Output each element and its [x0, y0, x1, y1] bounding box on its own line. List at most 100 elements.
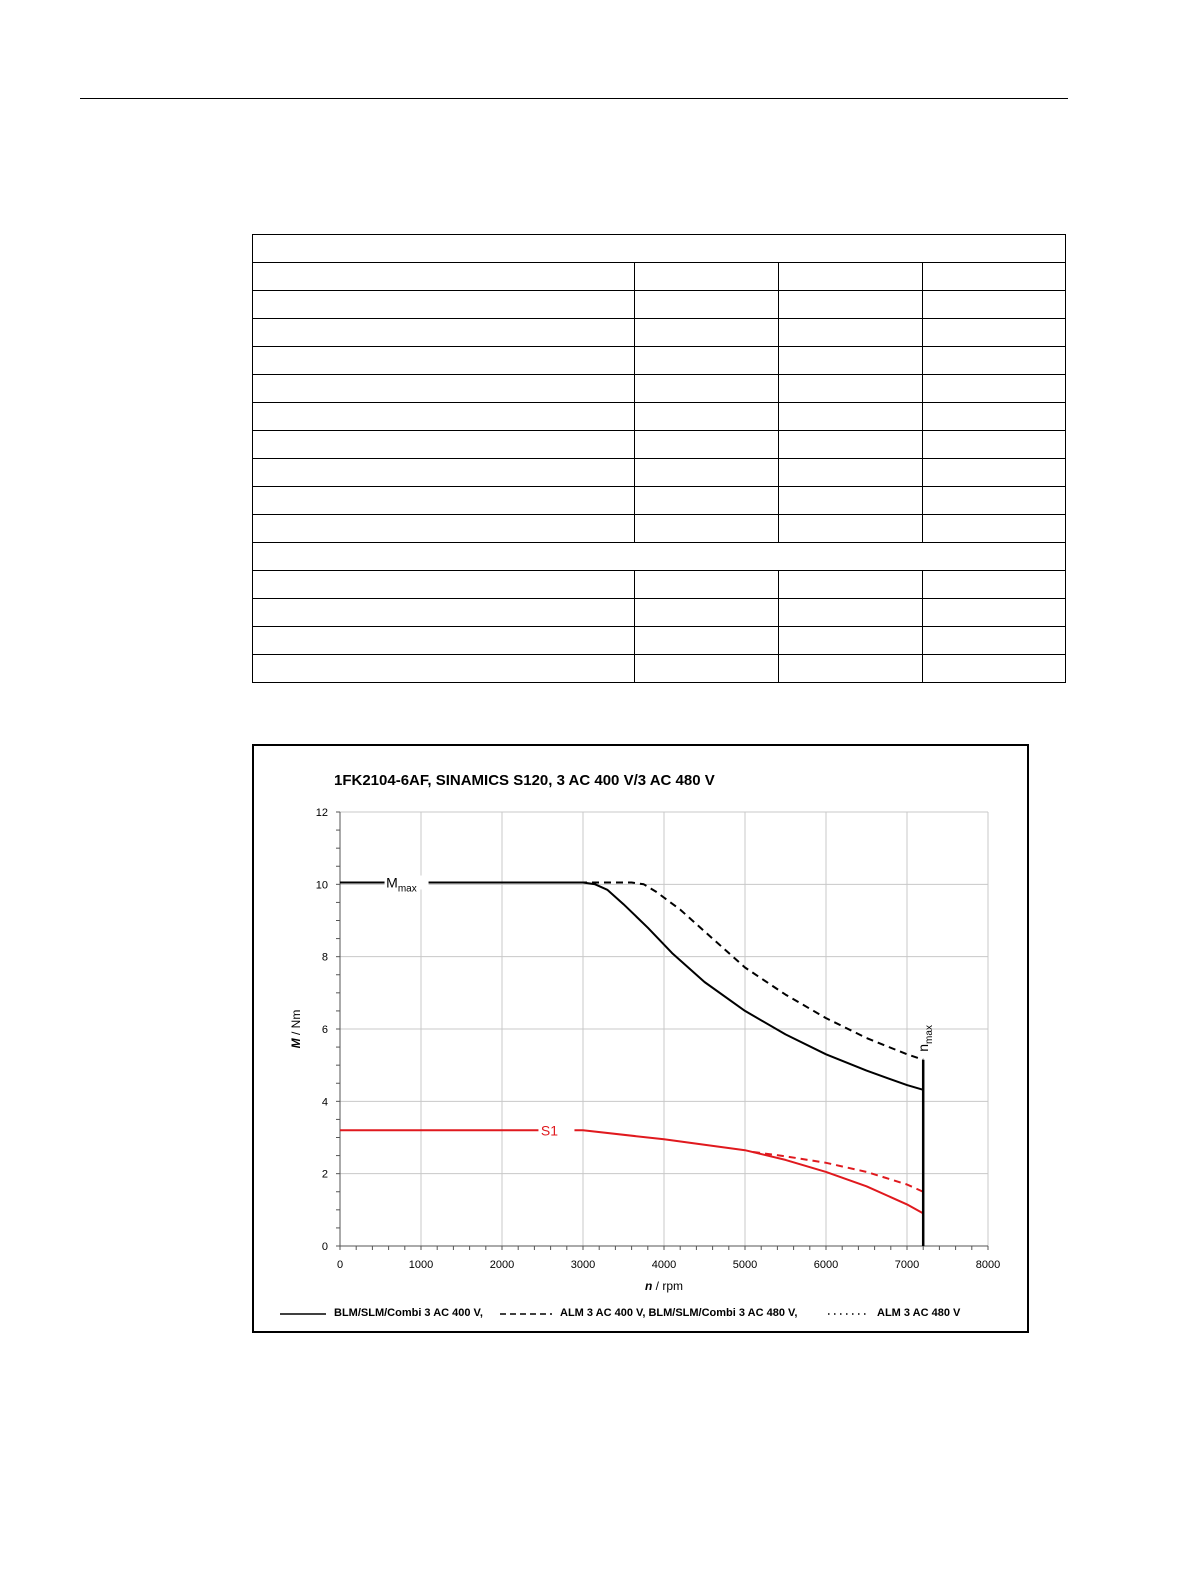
- table-cell: [252, 262, 635, 291]
- table-cell: [252, 402, 635, 431]
- table-cell: [252, 290, 635, 319]
- table-cell: [634, 626, 779, 655]
- y-tick-label: 0: [322, 1241, 328, 1253]
- table-cell: [634, 570, 779, 599]
- table-cell: [922, 570, 1066, 599]
- legend-label-solid: BLM/SLM/Combi 3 AC 400 V,: [334, 1307, 483, 1319]
- x-axis-label-var: n: [645, 1279, 652, 1293]
- table-cell: [922, 430, 1066, 459]
- table-cell: [778, 626, 923, 655]
- x-axis-label: n / rpm: [645, 1279, 683, 1293]
- table-cell: [634, 262, 779, 291]
- chart-legend: BLM/SLM/Combi 3 AC 400 V, ALM 3 AC 400 V…: [254, 1304, 1027, 1324]
- table-cell: [634, 346, 779, 375]
- table-cell: [252, 570, 635, 599]
- table-cell: [778, 346, 923, 375]
- y-axis-label-unit: / Nm: [289, 1010, 303, 1039]
- table-row: [252, 262, 1066, 291]
- mmax-label: Mmax: [386, 875, 417, 895]
- table-cell: [778, 402, 923, 431]
- table-row: [252, 346, 1066, 375]
- table-cell: [922, 346, 1066, 375]
- table-section-row: [252, 234, 1066, 263]
- table-cell: [252, 374, 635, 403]
- y-axis-label: M / Nm: [289, 1010, 303, 1049]
- table-cell: [252, 458, 635, 487]
- x-axis-label-unit: / rpm: [652, 1279, 683, 1293]
- table-cell: [778, 458, 923, 487]
- table-row: [252, 458, 1066, 487]
- table-cell: [922, 290, 1066, 319]
- table-row: [252, 626, 1066, 655]
- table-row: [252, 570, 1066, 599]
- table-row: [252, 402, 1066, 431]
- table-section-cell: [252, 542, 1066, 571]
- chart-plot: 0 1000 2000 3000 4000 5000 6000 7000 8000 0 2 4 6 8 10…: [289, 807, 1000, 1293]
- table-cell: [252, 514, 635, 543]
- table-cell: [922, 486, 1066, 515]
- table-cell: [778, 570, 923, 599]
- torque-speed-chart: 1FK2104-6AF, SINAMICS S120, 3 AC 400 V/3…: [252, 744, 1029, 1333]
- table-row: [252, 374, 1066, 403]
- table-cell: [778, 514, 923, 543]
- spec-table: [252, 234, 1066, 683]
- table-cell: [252, 626, 635, 655]
- y-tick-label: 12: [316, 807, 328, 819]
- legend-swatches: [280, 1313, 868, 1315]
- table-cell: [634, 598, 779, 627]
- x-tick-label: 7000: [895, 1259, 919, 1271]
- table-cell: [778, 486, 923, 515]
- table-row: [252, 430, 1066, 459]
- table-section-cell: [252, 234, 1066, 263]
- table-row: [252, 514, 1066, 543]
- table-cell: [922, 626, 1066, 655]
- series-line-s1-dashed: [752, 1151, 924, 1193]
- legend-label-dotted: ALM 3 AC 480 V: [877, 1307, 961, 1319]
- legend-label-dashed: ALM 3 AC 400 V, BLM/SLM/Combi 3 AC 480 V…: [560, 1307, 798, 1319]
- table-cell: [778, 598, 923, 627]
- table-cell: [252, 654, 635, 683]
- x-tick-label: 4000: [652, 1259, 676, 1271]
- table-cell: [252, 430, 635, 459]
- y-tick-label: 10: [316, 879, 328, 891]
- table-cell: [634, 374, 779, 403]
- s1-label: S1: [541, 1122, 558, 1138]
- mmax-label-sub: max: [398, 884, 417, 895]
- table-cell: [922, 318, 1066, 347]
- table-cell: [252, 486, 635, 515]
- table-cell: [922, 458, 1066, 487]
- table-cell: [634, 514, 779, 543]
- y-tick-label: 8: [322, 952, 328, 964]
- series-line-s1-solid: [340, 1129, 924, 1215]
- y-axis-label-var: M: [289, 1037, 303, 1048]
- table-row: [252, 290, 1066, 319]
- chart-title: 1FK2104-6AF, SINAMICS S120, 3 AC 400 V/3…: [334, 772, 715, 789]
- table-row: [252, 654, 1066, 683]
- table-row: [252, 598, 1066, 627]
- x-tick-label: 0: [337, 1259, 343, 1271]
- nmax-label-sub: max: [924, 1025, 935, 1044]
- table-cell: [922, 374, 1066, 403]
- x-tick-label: 2000: [490, 1259, 514, 1271]
- table-cell: [634, 318, 779, 347]
- table-cell: [778, 262, 923, 291]
- table-cell: [778, 654, 923, 683]
- table-cell: [634, 402, 779, 431]
- x-tick-label: 5000: [733, 1259, 757, 1271]
- s1-label-bg: [538, 1122, 575, 1139]
- mmax-label-bg: [384, 875, 429, 890]
- table-cell: [778, 374, 923, 403]
- table-cell: [922, 598, 1066, 627]
- table-cell: [634, 458, 779, 487]
- table-cell: [922, 514, 1066, 543]
- x-tick-label: 8000: [976, 1259, 1000, 1271]
- table-cell: [634, 486, 779, 515]
- header-rule: [80, 98, 1068, 99]
- table-row: [252, 318, 1066, 347]
- table-cell: [634, 430, 779, 459]
- series-line-mmax-solid: [340, 881, 924, 1091]
- table-cell: [922, 402, 1066, 431]
- x-tick-label: 6000: [814, 1259, 838, 1271]
- table-section-row: [252, 542, 1066, 571]
- table-cell: [778, 430, 923, 459]
